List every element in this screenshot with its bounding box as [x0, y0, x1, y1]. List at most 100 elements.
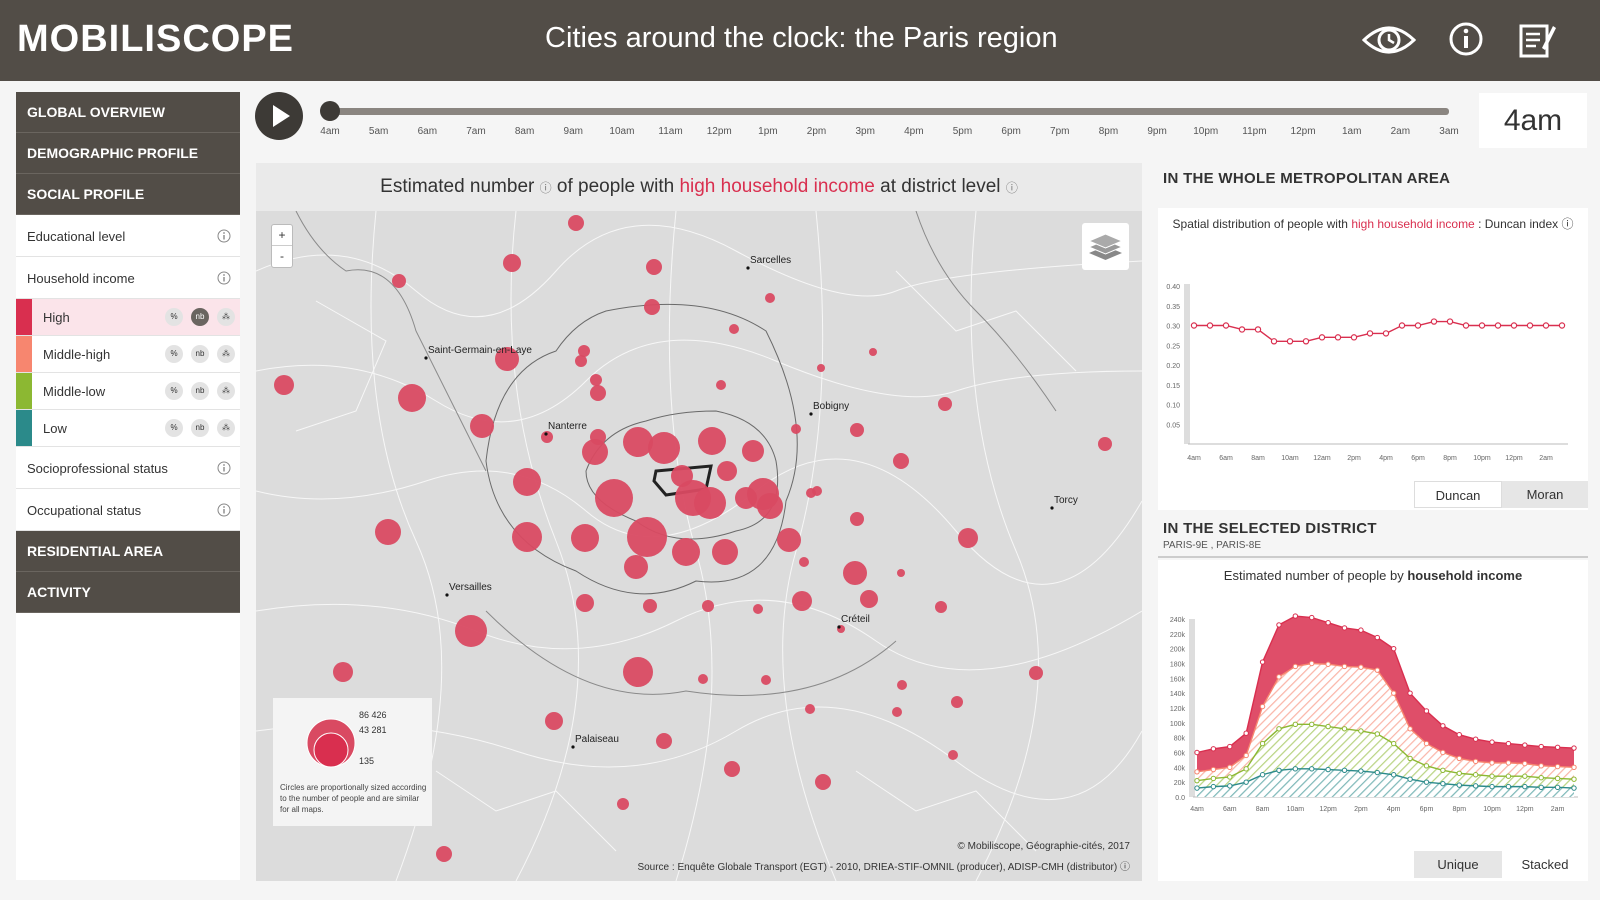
timeline-tick[interactable]: 12pm: [1290, 126, 1316, 137]
spatial-button[interactable]: ⁂: [217, 345, 235, 363]
district-circle[interactable]: [392, 274, 406, 288]
number-button[interactable]: nb: [191, 345, 209, 363]
district-circle[interactable]: [624, 555, 648, 579]
district-circle[interactable]: [948, 750, 958, 760]
sidebar-global-overview[interactable]: GLOBAL OVERVIEW: [16, 92, 240, 133]
district-circle[interactable]: [765, 293, 775, 303]
district-circle[interactable]: [698, 674, 708, 684]
district-circle[interactable]: [938, 397, 952, 411]
timeline-tick[interactable]: 11pm: [1242, 126, 1267, 137]
district-circle[interactable]: [1029, 666, 1043, 680]
district-circle[interactable]: [892, 707, 902, 717]
timeline-tick[interactable]: 4pm: [904, 126, 924, 137]
info-icon[interactable]: [217, 461, 231, 475]
sidebar-item-household-income[interactable]: Household income: [16, 257, 240, 299]
percent-button[interactable]: %: [165, 308, 183, 326]
district-circle[interactable]: [860, 590, 878, 608]
timeline-tick[interactable]: 6am: [417, 126, 438, 137]
income-level-middle-low[interactable]: Middle-low% nb ⁂: [16, 373, 240, 410]
timeline-tick[interactable]: 8pm: [1098, 126, 1119, 137]
district-circle[interactable]: [455, 615, 487, 647]
district-circle[interactable]: [672, 538, 700, 566]
district-circle[interactable]: [850, 423, 864, 437]
district-circle[interactable]: [951, 696, 963, 708]
income-level-low[interactable]: Low% nb ⁂: [16, 410, 240, 447]
district-circle[interactable]: [333, 662, 353, 682]
timeline-tick[interactable]: 6pm: [1001, 126, 1021, 137]
info-icon[interactable]: [217, 229, 231, 243]
district-circle[interactable]: [843, 561, 867, 585]
income-level-middle-high[interactable]: Middle-high% nb ⁂: [16, 336, 240, 373]
timeline-tick[interactable]: 7am: [466, 126, 486, 137]
district-circle[interactable]: [1098, 437, 1112, 451]
stacked-toggle-button[interactable]: Stacked: [1502, 851, 1588, 878]
district-circle[interactable]: [753, 604, 763, 614]
district-circle[interactable]: [590, 374, 602, 386]
district-circle[interactable]: [568, 215, 584, 231]
district-circle[interactable]: [627, 517, 667, 557]
percent-button[interactable]: %: [165, 345, 183, 363]
zoom-out-button[interactable]: -: [280, 249, 284, 263]
district-circle[interactable]: [617, 798, 629, 810]
income-level-high[interactable]: High% nb ⁂: [16, 299, 240, 336]
timeline-tick[interactable]: 9pm: [1147, 126, 1167, 137]
layers-button[interactable]: [1082, 223, 1129, 270]
district-circle[interactable]: [712, 539, 738, 565]
district-circle[interactable]: [735, 487, 757, 509]
district-circle[interactable]: [623, 427, 653, 457]
district-circle[interactable]: [495, 347, 519, 371]
district-circle[interactable]: [503, 254, 521, 272]
number-button[interactable]: nb: [191, 419, 209, 437]
spatial-button[interactable]: ⁂: [217, 419, 235, 437]
district-circle[interactable]: [761, 675, 771, 685]
district-circle[interactable]: [757, 493, 783, 519]
district-circle[interactable]: [274, 375, 294, 395]
timeline-tick[interactable]: 9am: [563, 126, 583, 137]
district-circle[interactable]: [806, 488, 816, 498]
map-canvas[interactable]: Sarcelles Saint-Germain-en-Laye Bobigny Nan…: [256, 211, 1142, 881]
district-circle[interactable]: [777, 528, 801, 552]
district-circle[interactable]: [541, 431, 553, 443]
timeline-tick[interactable]: 7pm: [1050, 126, 1070, 137]
district-circle[interactable]: [897, 569, 905, 577]
district-circle[interactable]: [850, 512, 864, 526]
app-logo[interactable]: MOBILISCOPE: [17, 18, 295, 60]
unique-toggle-button[interactable]: Unique: [1414, 851, 1502, 878]
district-circle[interactable]: [571, 524, 599, 552]
timeline-tick[interactable]: 12pm: [706, 126, 732, 137]
spatial-button[interactable]: ⁂: [217, 308, 235, 326]
notepad-icon[interactable]: [1518, 20, 1556, 58]
number-button[interactable]: nb: [191, 308, 209, 326]
info-icon[interactable]: [1449, 22, 1483, 56]
district-circle[interactable]: [799, 557, 809, 567]
district-circle[interactable]: [717, 461, 737, 481]
sidebar-item-occupational-status[interactable]: Occupational status: [16, 489, 240, 531]
district-circle[interactable]: [729, 324, 739, 334]
district-circle[interactable]: [716, 380, 726, 390]
district-circle[interactable]: [702, 600, 714, 612]
number-button[interactable]: nb: [191, 382, 209, 400]
district-circle[interactable]: [724, 761, 740, 777]
timeline-tick[interactable]: 8am: [514, 126, 535, 137]
district-circle[interactable]: [643, 599, 657, 613]
timeline-tick[interactable]: 2am: [1390, 126, 1411, 137]
district-circle[interactable]: [578, 345, 590, 357]
district-circle[interactable]: [623, 657, 653, 687]
district-circle[interactable]: [436, 846, 452, 862]
district-circle[interactable]: [575, 355, 587, 367]
sidebar-social-profile[interactable]: SOCIAL PROFILE: [16, 174, 240, 215]
info-icon[interactable]: [217, 271, 231, 285]
timeline-tick[interactable]: 3pm: [855, 126, 875, 137]
eye-icon[interactable]: [1362, 22, 1416, 58]
spatial-button[interactable]: ⁂: [217, 382, 235, 400]
timeline-tick[interactable]: 4am: [320, 126, 340, 137]
district-circle[interactable]: [644, 299, 660, 315]
district-circle[interactable]: [648, 432, 680, 464]
district-circle[interactable]: [470, 414, 494, 438]
district-circle[interactable]: [694, 487, 726, 519]
district-circle[interactable]: [656, 733, 672, 749]
zoom-in-button[interactable]: +: [272, 225, 292, 246]
district-circle[interactable]: [897, 680, 907, 690]
district-circles[interactable]: [274, 215, 1112, 862]
district-circle[interactable]: [590, 385, 606, 401]
